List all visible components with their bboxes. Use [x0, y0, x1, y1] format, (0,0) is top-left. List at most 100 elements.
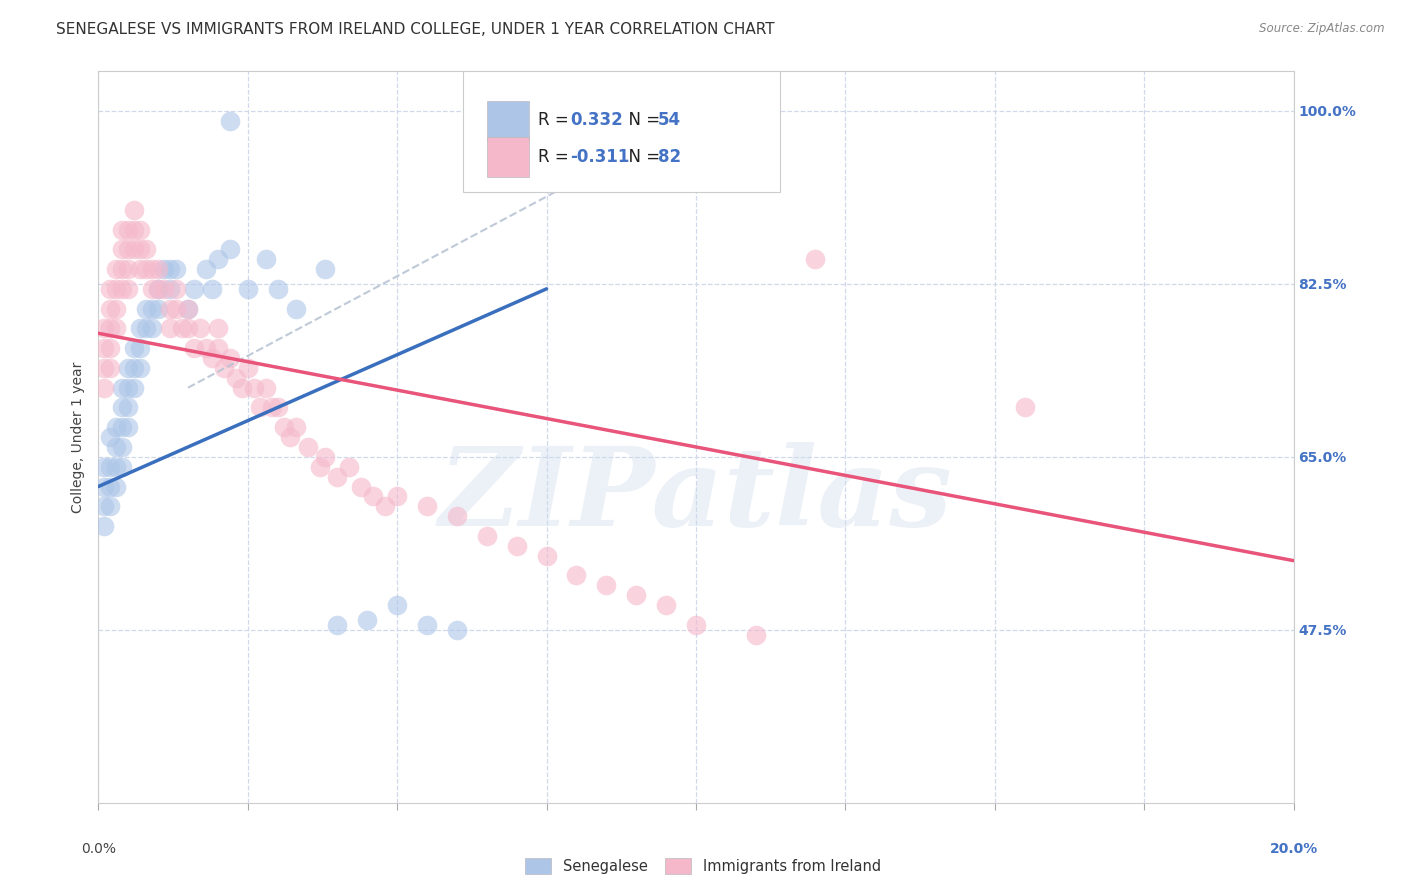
Point [98, 301, 122, 316]
Point [308, 459, 330, 474]
Point [506, 539, 529, 553]
Point [141, 282, 163, 296]
Point [236, 282, 259, 296]
Point [165, 282, 187, 296]
Point [117, 420, 139, 434]
Point [278, 430, 301, 444]
Point [117, 401, 139, 415]
Point [117, 360, 139, 375]
Point [93, 519, 115, 533]
Point [356, 613, 378, 627]
Point [129, 321, 152, 335]
Point [195, 341, 218, 355]
Point [124, 222, 146, 236]
Point [416, 500, 439, 514]
Point [475, 529, 498, 543]
Text: SENEGALESE VS IMMIGRANTS FROM IRELAND COLLEGE, UNDER 1 YEAR CORRELATION CHART: SENEGALESE VS IMMIGRANTS FROM IRELAND CO… [56, 22, 775, 37]
Point [685, 618, 707, 632]
Point [148, 301, 170, 316]
Point [207, 321, 229, 335]
Point [111, 262, 134, 277]
Point [595, 578, 617, 592]
Point [626, 588, 648, 602]
Point [93, 459, 115, 474]
Text: R =: R = [538, 112, 574, 129]
Point [260, 401, 283, 415]
Point [117, 242, 139, 256]
Point [745, 628, 768, 642]
Point [93, 321, 115, 335]
Point [141, 301, 163, 316]
Point [195, 262, 218, 277]
Point [225, 371, 247, 385]
Y-axis label: College, Under 1 year: College, Under 1 year [72, 361, 86, 513]
Point [183, 282, 205, 296]
Point [339, 459, 361, 474]
Text: 0.332: 0.332 [571, 112, 623, 129]
Point [254, 381, 277, 395]
Point [98, 479, 122, 493]
Point [93, 341, 115, 355]
Point [135, 301, 157, 316]
Text: 54: 54 [658, 112, 681, 129]
Point [117, 381, 139, 395]
Point [111, 222, 134, 236]
Text: 0.0%: 0.0% [82, 842, 115, 855]
Point [177, 321, 200, 335]
Point [315, 262, 337, 277]
Point [124, 360, 146, 375]
Point [565, 568, 588, 582]
Point [297, 440, 319, 454]
Point [326, 618, 349, 632]
Point [93, 479, 115, 493]
Text: Source: ZipAtlas.com: Source: ZipAtlas.com [1260, 22, 1385, 36]
Point [105, 479, 128, 493]
Text: 20.0%: 20.0% [1270, 842, 1317, 855]
Point [201, 282, 224, 296]
Point [1014, 401, 1036, 415]
FancyBboxPatch shape [463, 71, 780, 192]
Point [804, 252, 827, 267]
Text: -0.311: -0.311 [571, 148, 630, 166]
Point [284, 301, 307, 316]
Point [207, 341, 229, 355]
Point [129, 222, 152, 236]
Point [177, 301, 200, 316]
Point [105, 440, 128, 454]
Point [153, 262, 176, 277]
Point [159, 262, 181, 277]
Point [385, 598, 409, 612]
Point [236, 360, 259, 375]
Point [219, 113, 242, 128]
Point [446, 509, 468, 524]
Point [315, 450, 337, 464]
Point [385, 489, 409, 503]
Point [129, 341, 152, 355]
Point [416, 618, 439, 632]
Point [98, 360, 122, 375]
Point [363, 489, 385, 503]
Point [326, 469, 349, 483]
Point [148, 282, 170, 296]
Text: ZIPatlas: ZIPatlas [439, 442, 953, 549]
Point [212, 360, 235, 375]
Point [159, 301, 181, 316]
Point [148, 282, 170, 296]
Point [117, 282, 139, 296]
Point [105, 301, 128, 316]
Point [446, 623, 468, 637]
Point [135, 242, 157, 256]
Legend: Senegalese, Immigrants from Ireland: Senegalese, Immigrants from Ireland [519, 852, 887, 880]
Point [98, 321, 122, 335]
Point [249, 401, 271, 415]
Point [93, 500, 115, 514]
Text: 82: 82 [658, 148, 681, 166]
Point [165, 301, 187, 316]
Text: R =: R = [538, 148, 574, 166]
Point [129, 242, 152, 256]
Text: N =: N = [619, 148, 665, 166]
Point [231, 381, 253, 395]
Point [183, 341, 205, 355]
Text: N =: N = [619, 112, 665, 129]
Point [267, 401, 290, 415]
